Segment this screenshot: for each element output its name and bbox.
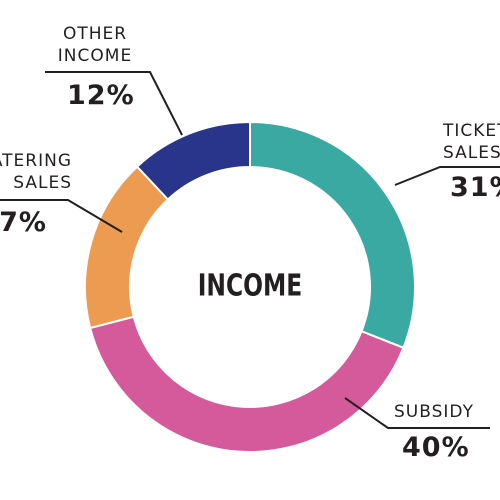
donut-segment: [88, 315, 405, 453]
value-label: 40%: [402, 432, 470, 463]
donut-segment: [249, 120, 416, 350]
leader-line: [45, 71, 183, 136]
leader-line: [394, 166, 500, 186]
value-label: 12%: [67, 80, 135, 111]
donut-segment: [84, 165, 170, 330]
segment-label: TICKET SALES: [443, 121, 500, 163]
chart-title: INCOME: [198, 269, 303, 304]
leader-lines: [0, 71, 500, 429]
segment-label: OTHER INCOME: [57, 24, 133, 66]
value-label: 17%: [0, 207, 47, 238]
leader-line: [0, 199, 123, 233]
segment-label: SUBSIDY: [394, 402, 474, 422]
leader-line: [344, 397, 490, 429]
segment-label: CATERING SALES: [0, 151, 72, 193]
value-label: 31%: [450, 172, 500, 203]
